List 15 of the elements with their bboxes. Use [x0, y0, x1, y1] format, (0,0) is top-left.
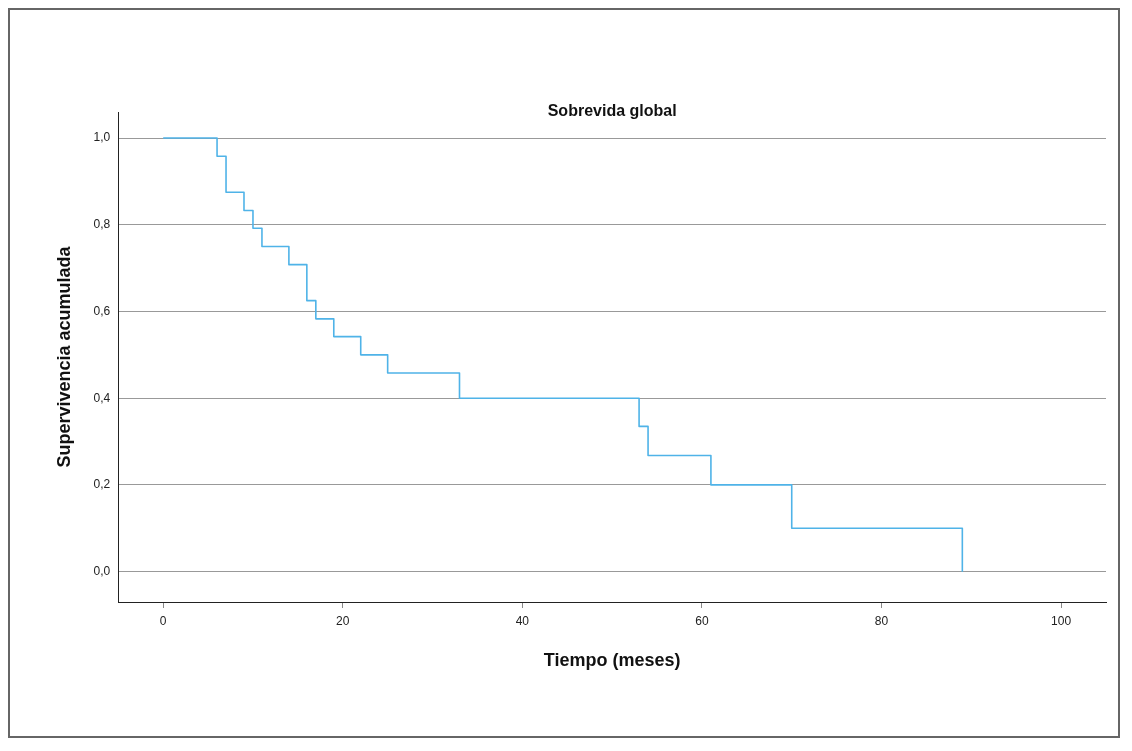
- y-axis-title: Supervivencia acumulada: [53, 245, 74, 468]
- y-tick-label: 0,4: [93, 390, 111, 405]
- y-tick-label: 1,0: [93, 130, 111, 145]
- x-tick-label: 100: [1051, 613, 1072, 628]
- y-tick-label: 0,0: [93, 563, 111, 578]
- x-tick-label: 60: [695, 613, 709, 628]
- x-tick-label: 80: [874, 613, 889, 628]
- chart-title: Sobrevida global: [547, 102, 677, 120]
- y-tick-label: 0,8: [93, 217, 111, 232]
- y-tick-label: 0,2: [93, 477, 111, 492]
- x-tick-label: 40: [515, 613, 530, 628]
- y-tick-label: 0,6: [93, 303, 111, 318]
- x-tick-label: 0: [159, 613, 167, 628]
- x-axis-title: Tiempo (meses): [543, 650, 681, 671]
- x-tick-label: 20: [336, 613, 350, 628]
